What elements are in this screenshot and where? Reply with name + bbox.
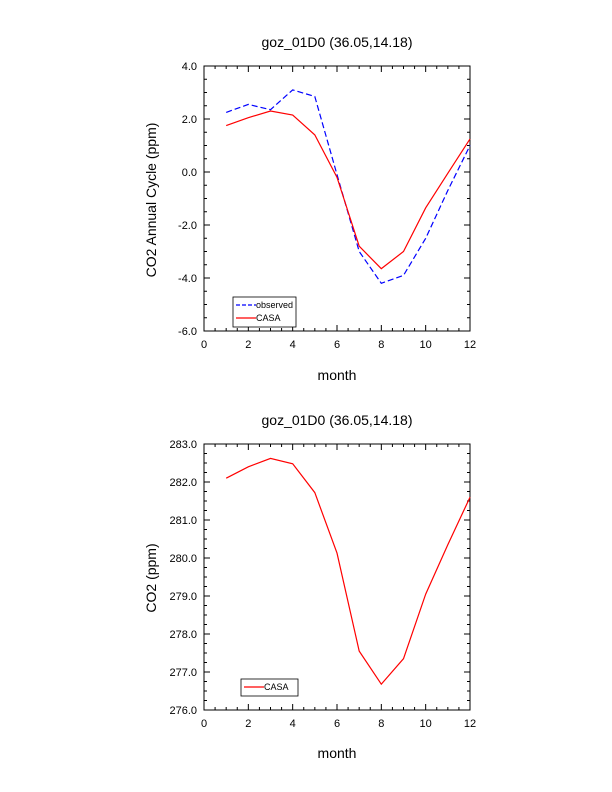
chart-title: goz_01D0 (36.05,14.18) — [262, 34, 413, 50]
x-tick-label: 10 — [420, 339, 432, 351]
legend-box — [232, 296, 297, 328]
legend-label-casa: CASA — [256, 313, 281, 323]
x-tick-label: 8 — [378, 718, 384, 730]
y-tick-label: -6.0 — [178, 326, 197, 338]
y-tick-label: 276.0 — [169, 705, 197, 717]
x-tick-label: 10 — [420, 718, 432, 730]
x-axis-label: month — [318, 745, 357, 761]
plot-frame — [203, 443, 471, 711]
chart-co2: goz_01D0 (36.05,14.18) month CO2 (ppm) 0… — [143, 412, 476, 761]
x-tick-label: 0 — [201, 718, 207, 730]
y-tick-label: -4.0 — [178, 273, 197, 285]
legend-label-observed: observed — [256, 300, 293, 310]
series-line-casa — [225, 110, 471, 270]
y-tick-label: 280.0 — [169, 553, 197, 565]
x-tick-label: 6 — [334, 339, 340, 351]
y-tick-label: 277.0 — [169, 667, 197, 679]
y-tick-label: 279.0 — [169, 591, 197, 603]
y-tick-label: 0.0 — [182, 167, 197, 179]
x-axis-label: month — [318, 367, 357, 383]
chart-annual-cycle: goz_01D0 (36.05,14.18) month CO2 Annual … — [143, 34, 476, 383]
y-tick-label: 282.0 — [169, 477, 197, 489]
legend-box — [240, 678, 299, 697]
y-axis-label: CO2 (ppm) — [143, 543, 159, 612]
y-tick-label: -2.0 — [178, 220, 197, 232]
y-tick-label: 281.0 — [169, 515, 197, 527]
series-line-observed — [225, 89, 471, 285]
series-line-casa — [225, 457, 471, 686]
y-axis-label: CO2 Annual Cycle (ppm) — [143, 123, 159, 278]
y-tick-label: 283.0 — [169, 439, 197, 451]
x-tick-label: 12 — [464, 339, 476, 351]
legend-label-casa: CASA — [264, 682, 289, 692]
x-tick-label: 8 — [378, 339, 384, 351]
y-tick-label: 4.0 — [182, 61, 197, 73]
x-tick-label: 2 — [245, 718, 251, 730]
y-tick-label: 278.0 — [169, 629, 197, 641]
x-tick-label: 2 — [245, 339, 251, 351]
x-tick-label: 12 — [464, 718, 476, 730]
chart-title: goz_01D0 (36.05,14.18) — [262, 412, 413, 428]
x-tick-label: 4 — [290, 339, 296, 351]
x-tick-label: 6 — [334, 718, 340, 730]
y-tick-label: 2.0 — [182, 114, 197, 126]
x-tick-label: 4 — [290, 718, 296, 730]
x-tick-label: 0 — [201, 339, 207, 351]
